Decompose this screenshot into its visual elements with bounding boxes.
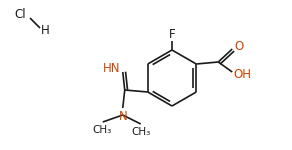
Text: CH₃: CH₃ <box>92 125 111 135</box>
Text: H: H <box>41 24 50 38</box>
Text: N: N <box>118 110 127 123</box>
Text: Cl: Cl <box>14 8 26 21</box>
Text: OH: OH <box>233 68 251 81</box>
Text: O: O <box>234 40 244 54</box>
Text: CH₃: CH₃ <box>131 127 150 137</box>
Text: F: F <box>169 28 175 42</box>
Text: HN: HN <box>103 61 121 75</box>
